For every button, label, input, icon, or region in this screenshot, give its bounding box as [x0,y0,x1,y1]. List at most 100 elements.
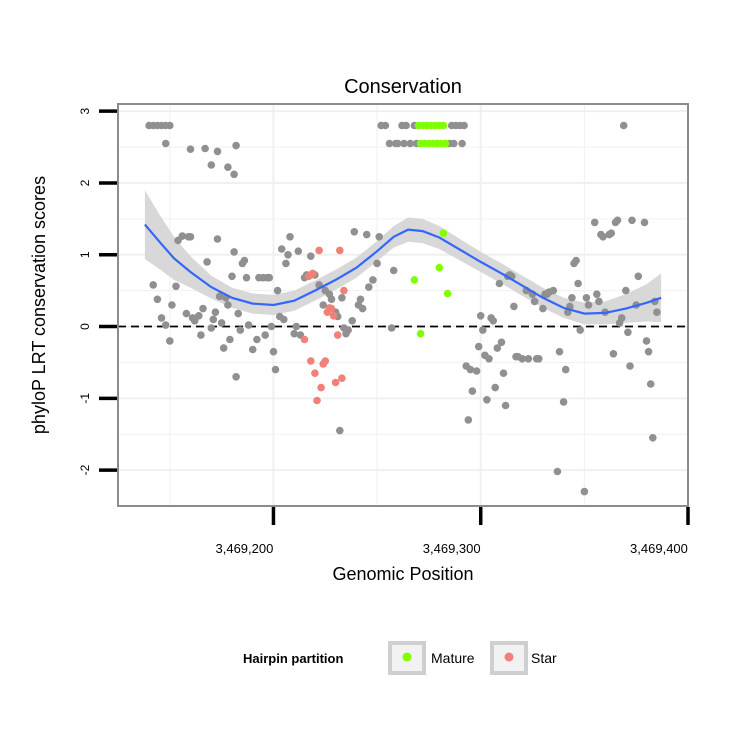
y-tick-label: -2 [78,464,92,475]
point-other [373,259,381,268]
point-other [358,304,367,313]
point-other [495,279,504,288]
point-star [307,357,315,365]
point-star [313,396,321,405]
point-other [201,144,209,153]
point-other [479,326,487,334]
point-other [402,121,410,130]
point-other [186,233,195,241]
y-axis-label: phyloP LRT conservation scores [29,176,49,434]
point-other [149,281,157,289]
point-other [356,295,365,304]
point-other [166,121,174,130]
point-mature [439,229,448,237]
point-other [209,315,218,324]
point-other [628,216,636,225]
point-other [559,398,568,406]
point-other [199,304,207,313]
point-other [646,380,655,388]
legend-label-star: Star [531,650,557,666]
point-other [582,294,591,302]
point-other [286,233,294,241]
point-other [489,317,498,325]
point-other [387,324,396,332]
point-other [217,319,226,327]
point-other [232,141,240,150]
point-other [549,286,558,295]
point-other [518,355,526,363]
y-tick-label: 0 [78,323,92,330]
point-other [649,434,657,442]
point-other [613,216,622,225]
legend-dot-mature [402,652,412,662]
point-other [619,121,628,130]
point-other [234,309,242,318]
legend-dot-star [504,652,514,662]
point-other [236,326,245,334]
point-other [219,344,228,352]
point-other [157,314,166,322]
point-other [406,139,415,148]
chart-title: Conservation [344,76,462,98]
point-other [365,283,373,291]
point-other [161,139,170,148]
point-mature [439,121,448,130]
point-other [153,295,162,304]
point-other [319,301,328,309]
point-other [265,273,274,282]
point-other [290,329,299,338]
point-other [375,233,384,241]
point-other [284,251,292,259]
point-other [539,304,547,313]
point-other [499,369,508,378]
point-other [640,218,649,227]
point-other [172,282,180,291]
point-other [253,335,261,344]
point-star [321,357,330,365]
legend-item-star: Star [490,641,557,675]
point-other [466,365,475,374]
point-star [340,286,348,295]
point-star [309,269,317,278]
point-other [261,331,270,339]
y-tick-label: -1 [78,393,92,404]
legend: Hairpin partition Mature Star [243,641,557,675]
point-mature [443,289,452,298]
point-other [653,308,661,317]
point-other [307,252,315,260]
point-other [572,256,580,265]
point-other [190,317,199,325]
x-tick-label: 3,469,300 [423,541,481,556]
point-other [389,266,398,275]
legend-item-mature: Mature [388,641,475,675]
point-other [580,487,589,496]
point-other [590,218,599,227]
point-other [464,416,473,424]
point-other [294,247,303,255]
point-star [327,304,336,313]
x-tick-label: 3,469,400 [630,541,688,556]
point-other [553,467,562,476]
point-other [497,338,506,347]
point-other [385,139,394,148]
point-other [178,232,187,240]
point-other [576,326,584,334]
point-other [269,347,278,356]
y-tick-label: 3 [78,108,92,115]
point-other [491,383,500,392]
point-other [634,272,643,281]
point-other [203,258,211,266]
point-star [300,335,309,344]
point-other [213,147,222,156]
point-other [271,365,280,374]
point-other [344,326,352,334]
point-other [230,248,238,256]
point-other [248,345,257,354]
point-other [230,170,238,179]
y-axis: -2 -1 0 1 2 3 [78,108,117,475]
point-other [626,362,634,370]
point-other [240,256,249,265]
point-other [483,396,491,404]
grid-lines [118,104,689,507]
